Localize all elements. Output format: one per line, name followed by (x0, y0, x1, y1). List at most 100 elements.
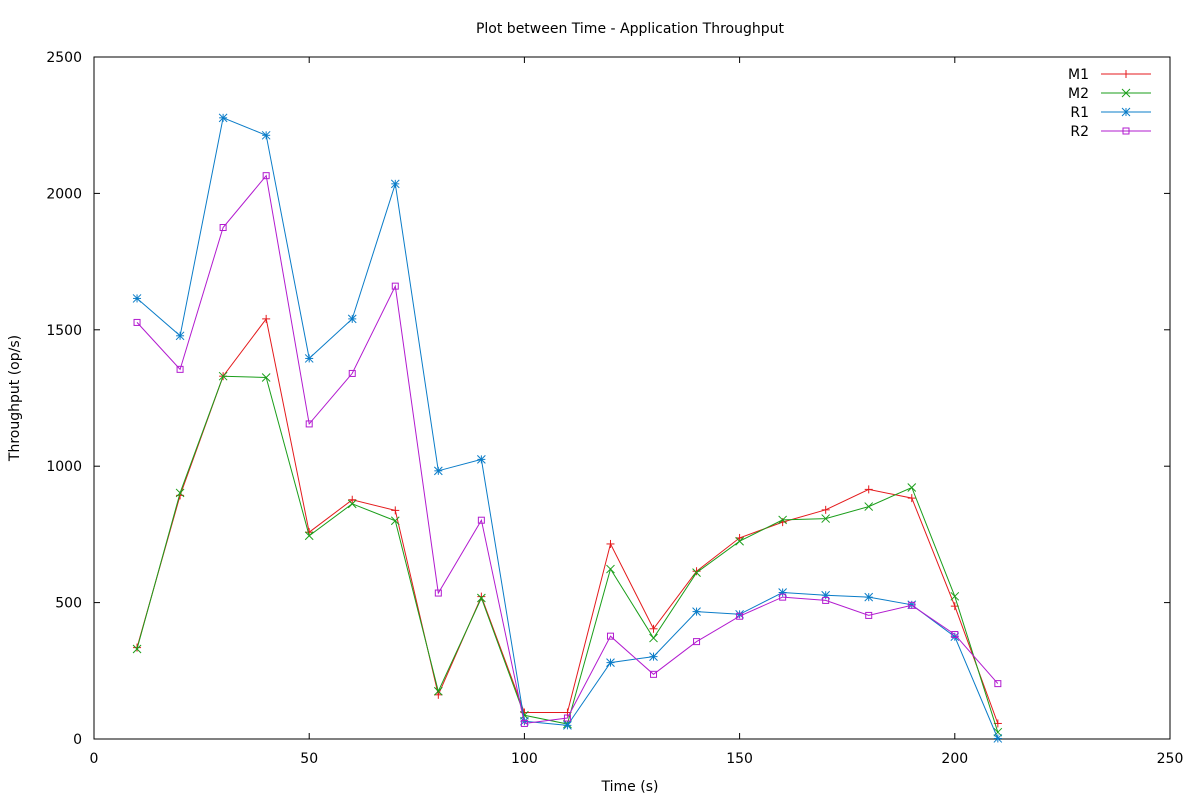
marker-asterisk (477, 455, 486, 464)
legend-label: M1 (1068, 67, 1089, 83)
series-r2 (133, 172, 1002, 727)
data-point (993, 727, 1003, 737)
data-point (219, 224, 227, 231)
marker-cross (993, 727, 1003, 737)
marker-square (779, 593, 787, 601)
marker-square (176, 365, 184, 373)
marker-asterisk (1121, 107, 1131, 117)
data-point (864, 485, 873, 494)
data-point (133, 318, 141, 326)
legend-item-m2: M2 (1068, 86, 1151, 102)
marker-square (951, 631, 959, 639)
data-point (606, 564, 615, 574)
data-point (176, 365, 184, 373)
marker-cross (907, 483, 917, 492)
y-tick-label: 500 (55, 596, 82, 612)
data-point (950, 591, 960, 601)
marker-square (434, 589, 442, 597)
marker-cross (390, 516, 400, 526)
data-point (606, 632, 614, 640)
y-tick-label: 1500 (46, 323, 82, 339)
data-point (821, 505, 830, 514)
data-point (261, 130, 271, 140)
marker-asterisk (261, 130, 271, 140)
chart-title: Plot between Time - Application Throughp… (476, 21, 785, 37)
data-point (951, 631, 959, 639)
marker-cross (347, 499, 357, 509)
marker-square (477, 516, 485, 524)
x-tick-label: 250 (1157, 751, 1184, 767)
data-point (347, 499, 357, 509)
data-point (606, 539, 615, 548)
marker-square (908, 601, 916, 609)
marker-asterisk (649, 652, 658, 661)
legend: M1 M2 R1 R2 (1068, 67, 1151, 140)
data-point (390, 516, 400, 526)
series-layer (132, 113, 1003, 743)
marker-cross (864, 502, 874, 511)
marker-asterisk (132, 294, 142, 303)
marker-cross (1121, 88, 1131, 98)
marker-cross (175, 488, 185, 498)
data-point (520, 719, 528, 727)
data-point (649, 633, 658, 643)
data-point (477, 593, 486, 603)
marker-square (262, 172, 270, 180)
data-point (175, 488, 185, 498)
data-point (736, 612, 744, 620)
data-point (218, 371, 228, 381)
marker-cross (606, 564, 615, 574)
data-point (778, 515, 787, 525)
series-m1 (133, 314, 1002, 728)
marker-cross (477, 593, 486, 603)
y-tick-label: 1000 (46, 459, 82, 475)
marker-asterisk (218, 113, 228, 123)
data-point (477, 592, 486, 601)
data-point (994, 680, 1002, 688)
marker-asterisk (175, 331, 185, 341)
marker-square (606, 632, 614, 640)
data-point (262, 314, 271, 323)
series-line-r1 (136, 117, 999, 739)
data-point (821, 514, 831, 523)
marker-asterisk (347, 314, 357, 324)
data-point (865, 611, 873, 619)
marker-asterisk (993, 734, 1003, 743)
data-point (433, 686, 443, 696)
data-point (434, 589, 442, 597)
marker-square (693, 638, 701, 646)
series-line-r2 (136, 174, 999, 725)
marker-cross (778, 515, 787, 525)
data-point (993, 734, 1003, 743)
marker-square (133, 318, 141, 326)
y-tick-label: 2500 (46, 50, 82, 66)
data-point (433, 466, 443, 476)
y-axis-label: Throughput (op/s) (7, 335, 23, 462)
marker-square (1122, 127, 1130, 135)
x-tick-label: 50 (300, 751, 318, 767)
data-point (606, 658, 615, 667)
marker-square (650, 670, 658, 678)
data-point (262, 172, 270, 180)
data-point (390, 179, 400, 189)
marker-cross (218, 371, 228, 381)
data-point (649, 624, 658, 633)
legend-item-m1: M1 (1068, 67, 1151, 83)
data-point (304, 531, 314, 541)
legend-item-r1: R1 (1070, 105, 1151, 121)
data-point (304, 354, 314, 363)
data-point (348, 369, 356, 377)
marker-square (563, 714, 571, 722)
legend-label: R2 (1070, 124, 1089, 140)
marker-asterisk (304, 354, 314, 363)
data-point (391, 282, 399, 290)
marker-cross (735, 536, 744, 546)
marker-cross (649, 633, 658, 643)
marker-cross (132, 644, 142, 654)
data-point (908, 601, 916, 609)
marker-cross (821, 514, 831, 523)
marker-square (219, 224, 227, 231)
data-point (692, 568, 701, 577)
